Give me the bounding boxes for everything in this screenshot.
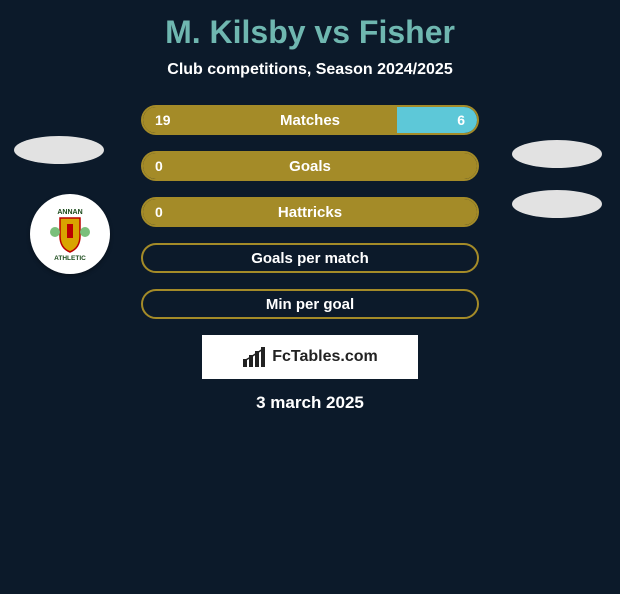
bar-left-fill (143, 199, 477, 225)
branding-text: FcTables.com (272, 348, 378, 366)
page-subtitle: Club competitions, Season 2024/2025 (0, 61, 620, 79)
club-badge: ANNAN ATHLETIC (30, 194, 110, 274)
stat-value-left: 0 (155, 199, 163, 225)
stat-row: Goals per match (141, 243, 479, 273)
stat-row: Matches196 (141, 105, 479, 135)
svg-text:ANNAN: ANNAN (57, 209, 82, 216)
left-ellipse (14, 136, 104, 164)
stat-value-left: 19 (155, 107, 171, 133)
club-crest-icon: ANNAN ATHLETIC (40, 204, 100, 264)
date-text: 3 march 2025 (0, 393, 620, 413)
stat-value-left: 0 (155, 153, 163, 179)
stat-value-right: 6 (457, 107, 465, 133)
page-title: M. Kilsby vs Fisher (0, 14, 620, 51)
stat-row: Hattricks0 (141, 197, 479, 227)
stat-label: Goals per match (143, 245, 477, 271)
bar-left-fill (143, 107, 397, 133)
right-ellipse-1 (512, 140, 602, 168)
bar-left-fill (143, 153, 477, 179)
stat-label: Min per goal (143, 291, 477, 317)
chart-icon (242, 347, 268, 367)
svg-text:ATHLETIC: ATHLETIC (54, 255, 86, 262)
right-ellipse-2 (512, 190, 602, 218)
stats-rows: Matches196Goals0Hattricks0Goals per matc… (141, 105, 479, 319)
stat-row: Min per goal (141, 289, 479, 319)
branding-box: FcTables.com (202, 335, 418, 379)
stat-row: Goals0 (141, 151, 479, 181)
